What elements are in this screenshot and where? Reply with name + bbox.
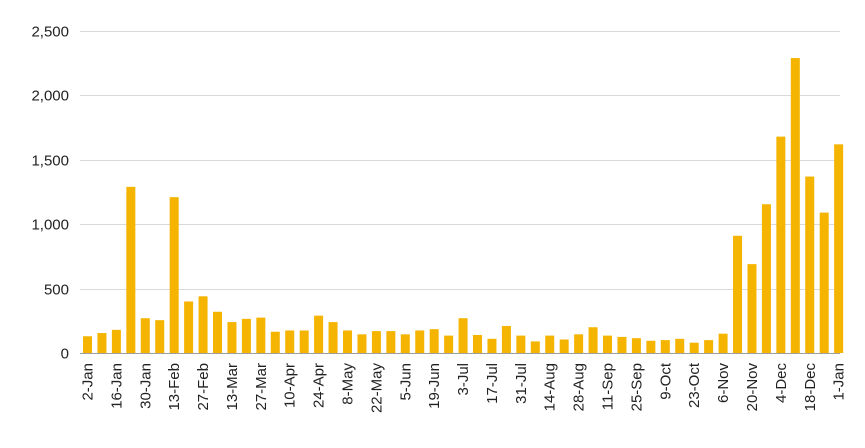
bar bbox=[559, 339, 569, 353]
x-tick-label: 23-Oct bbox=[686, 362, 703, 408]
bar bbox=[227, 322, 237, 353]
bar bbox=[487, 338, 497, 353]
bar bbox=[834, 144, 844, 353]
x-tick-label: 24-Apr bbox=[311, 363, 328, 408]
bar bbox=[660, 340, 670, 353]
bar bbox=[83, 336, 92, 353]
bar bbox=[415, 330, 425, 353]
bar bbox=[530, 341, 540, 353]
bar bbox=[603, 335, 613, 353]
bar bbox=[545, 335, 555, 353]
bar bbox=[588, 327, 598, 353]
x-tick-label: 20-Nov bbox=[744, 363, 761, 412]
bar bbox=[343, 330, 353, 353]
y-axis-tick-labels: 0 500 1,000 1,500 2,000 2,500 bbox=[31, 24, 69, 363]
x-tick-label: 28-Aug bbox=[571, 363, 588, 411]
x-tick-label: 17-Jul bbox=[484, 363, 501, 404]
bar bbox=[689, 342, 699, 353]
x-tick-label: 18-Dec bbox=[802, 363, 819, 412]
y-tick-label: 500 bbox=[44, 282, 69, 299]
bar bbox=[516, 335, 526, 353]
bar bbox=[140, 318, 150, 353]
x-axis-tick-labels: 2-Jan 16-Jan 30-Jan 13-Feb 27-Feb 13-Mar 27-Ma… bbox=[80, 362, 848, 413]
bar bbox=[805, 176, 815, 353]
x-tick-label: 1-Jan bbox=[831, 363, 848, 401]
bar bbox=[429, 329, 439, 353]
bar bbox=[646, 340, 656, 353]
bar bbox=[400, 334, 410, 353]
y-tick-label: 0 bbox=[61, 346, 69, 363]
y-tick-label: 2,000 bbox=[31, 88, 69, 105]
bars bbox=[83, 58, 844, 354]
bar bbox=[213, 311, 222, 353]
bar bbox=[299, 330, 309, 353]
bar bbox=[241, 318, 251, 353]
bar bbox=[285, 330, 295, 353]
bar bbox=[386, 331, 396, 353]
x-tick-label: 14-Aug bbox=[542, 363, 559, 411]
bar bbox=[473, 334, 483, 353]
x-tick-label: 3-Jul bbox=[455, 363, 472, 396]
x-tick-label: 27-Mar bbox=[253, 363, 270, 411]
x-tick-label: 30-Jan bbox=[137, 363, 154, 409]
bar bbox=[198, 296, 208, 353]
x-tick-label: 9-Oct bbox=[657, 362, 674, 400]
x-tick-label: 25-Sep bbox=[628, 363, 645, 411]
x-tick-label: 13-Mar bbox=[224, 363, 241, 411]
x-tick-label: 6-Nov bbox=[715, 363, 732, 404]
bar bbox=[617, 336, 627, 353]
x-tick-label: 31-Jul bbox=[513, 363, 530, 404]
bar bbox=[458, 318, 468, 353]
bar bbox=[704, 340, 714, 353]
x-tick-label: 19-Jun bbox=[426, 363, 443, 409]
bar bbox=[718, 333, 728, 353]
bar bbox=[444, 335, 454, 353]
gridlines bbox=[80, 31, 840, 354]
y-tick-label: 1,500 bbox=[31, 153, 69, 170]
bar bbox=[501, 325, 511, 353]
bar bbox=[790, 58, 800, 354]
bar bbox=[675, 338, 685, 353]
bar bbox=[256, 317, 266, 353]
x-tick-label: 8-May bbox=[340, 363, 357, 405]
bar bbox=[270, 331, 280, 353]
bar bbox=[111, 329, 121, 353]
x-tick-label: 22-May bbox=[368, 363, 385, 414]
bar bbox=[184, 301, 194, 353]
bar bbox=[747, 264, 757, 353]
bar bbox=[169, 197, 179, 353]
x-tick-label: 4-Dec bbox=[773, 363, 790, 404]
bar bbox=[371, 331, 381, 353]
x-tick-label: 16-Jan bbox=[108, 363, 125, 409]
x-tick-label: 11-Sep bbox=[600, 363, 617, 410]
bar bbox=[126, 186, 136, 353]
x-tick-label: 10-Apr bbox=[282, 363, 299, 408]
bar bbox=[155, 320, 165, 353]
bar bbox=[776, 136, 786, 353]
x-tick-label: 27-Feb bbox=[195, 363, 212, 411]
bar bbox=[314, 315, 324, 353]
x-tick-label: 5-Jun bbox=[397, 363, 414, 401]
bar bbox=[631, 338, 641, 353]
bar bbox=[97, 333, 107, 353]
bar bbox=[574, 334, 584, 353]
y-tick-label: 1,000 bbox=[31, 217, 69, 234]
y-tick-label: 2,500 bbox=[31, 24, 69, 41]
bar bbox=[328, 322, 338, 353]
x-tick-label: 2-Jan bbox=[80, 363, 97, 401]
x-tick-label: 13-Feb bbox=[166, 363, 183, 411]
bar bbox=[819, 212, 829, 353]
bar bbox=[761, 204, 771, 353]
bar bbox=[357, 334, 367, 353]
bar bbox=[733, 235, 743, 353]
